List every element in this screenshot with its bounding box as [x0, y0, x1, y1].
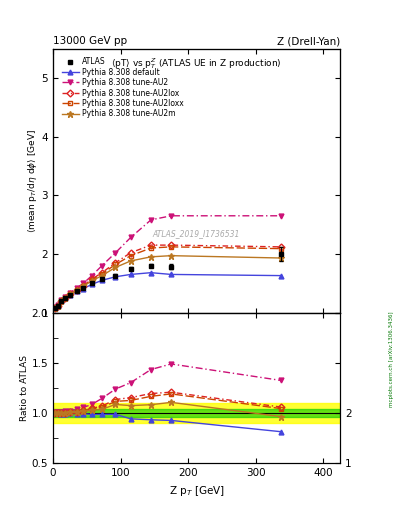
Text: Z (Drell-Yan): Z (Drell-Yan) [277, 36, 340, 46]
Text: 13000 GeV pp: 13000 GeV pp [53, 36, 127, 46]
Text: $\langle$pT$\rangle$ vs p$_T^Z$ (ATLAS UE in Z production): $\langle$pT$\rangle$ vs p$_T^Z$ (ATLAS U… [111, 56, 282, 72]
Text: mcplots.cern.ch [arXiv:1306.3436]: mcplots.cern.ch [arXiv:1306.3436] [389, 312, 393, 408]
X-axis label: Z p$_T$ [GeV]: Z p$_T$ [GeV] [169, 484, 224, 498]
Y-axis label: Ratio to ATLAS: Ratio to ATLAS [20, 355, 29, 421]
Y-axis label: $\langle$mean p$_T$/d$\eta$ d$\phi\rangle$ [GeV]: $\langle$mean p$_T$/d$\eta$ d$\phi\rangl… [26, 129, 39, 232]
Text: ATLAS_2019_I1736531: ATLAS_2019_I1736531 [153, 229, 240, 238]
Bar [53, 403, 340, 423]
Bar [53, 409, 340, 417]
Legend: ATLAS, Pythia 8.308 default, Pythia 8.308 tune-AU2, Pythia 8.308 tune-AU2lox, Py: ATLAS, Pythia 8.308 default, Pythia 8.30… [60, 55, 186, 120]
